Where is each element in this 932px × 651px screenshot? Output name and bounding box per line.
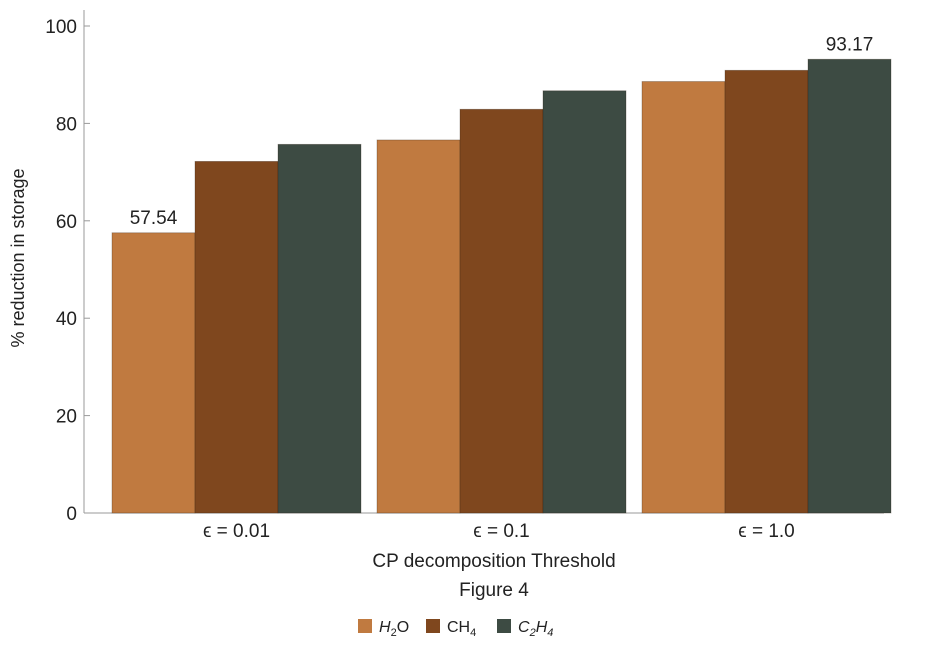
y-tick-label: 60 xyxy=(56,212,77,233)
legend-swatch-c2h4 xyxy=(497,619,511,633)
y-tick-label: 100 xyxy=(45,17,77,38)
x-tick-label: ϵ = 0.1 xyxy=(473,521,529,542)
legend-label-h2o: H2O xyxy=(379,619,409,639)
x-tick-label: ϵ = 0.01 xyxy=(203,521,270,542)
legend-label-ch4: CH4 xyxy=(447,619,476,639)
legend-swatch-h2o xyxy=(358,619,372,633)
bar-h2o-1 xyxy=(111,232,196,514)
x-axis-label: CP decomposition Threshold xyxy=(372,551,615,572)
bar-ch4-1 xyxy=(194,160,279,514)
data-label: 57.54 xyxy=(130,208,178,229)
x-tick-label: ϵ = 1.0 xyxy=(738,521,794,542)
bar-c2h4-3 xyxy=(807,58,892,514)
bar-c2h4-1 xyxy=(277,143,362,514)
figure-caption: Figure 4 xyxy=(459,580,529,601)
y-tick-label: 0 xyxy=(66,504,77,525)
bar-h2o-2 xyxy=(376,139,461,514)
y-tick-label: 80 xyxy=(56,114,77,135)
bar-ch4-3 xyxy=(724,69,809,514)
bar-ch4-2 xyxy=(459,108,544,514)
y-tick-label: 40 xyxy=(56,309,77,330)
data-label: 93.17 xyxy=(826,34,874,55)
legend-swatch-ch4 xyxy=(426,619,440,633)
legend-label-c2h4: C2H4 xyxy=(518,619,553,639)
legend: H2O CH4 C2H4 xyxy=(358,619,553,639)
plot-area: 0 20 40 60 80 100 ϵ = 0.01 ϵ = 0.1 ϵ = 1.0 57.54 9… xyxy=(45,10,892,542)
bar-h2o-3 xyxy=(641,81,726,514)
y-tick-label: 20 xyxy=(56,407,77,428)
bar-c2h4-2 xyxy=(542,90,627,514)
y-axis-label: % reduction in storage xyxy=(8,168,28,347)
